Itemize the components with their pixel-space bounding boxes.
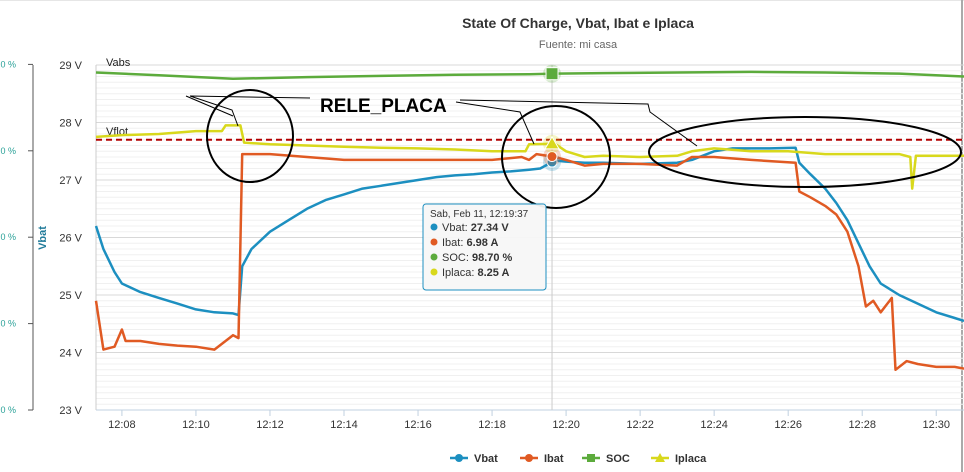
annotation-label: RELE_PLACA: [320, 96, 447, 117]
soc-tick-label: 0 %: [0, 59, 16, 69]
soc-tick-label: 0 %: [0, 405, 16, 415]
series-line-vbat: [94, 146, 964, 323]
chart-subtitle: Fuente: mi casa: [539, 39, 618, 51]
y-tick-label: 26 V: [59, 233, 82, 245]
legend-label-ibat: Ibat: [544, 453, 564, 465]
tooltip-row-soc: SOC: 98.70 %: [442, 252, 513, 264]
x-tick-label: 12:14: [330, 419, 358, 431]
legend[interactable]: Vbat Ibat SOC Iplaca: [450, 453, 707, 465]
x-tick-label: 12:12: [256, 419, 284, 431]
y-tick-label: 29 V: [59, 60, 82, 72]
annotation-arrow-1: [189, 95, 311, 127]
x-axis: 12:08 12:10 12:12 12:14 12:16 12:18 12:20 12:22…: [108, 410, 950, 431]
legend-symbol-ibat: [525, 454, 533, 462]
tooltip-dot-iplaca: [430, 268, 438, 276]
x-tick-label: 12:24: [700, 419, 728, 431]
y-tick-label: 24 V: [59, 348, 82, 360]
hover-marker-ibat: [546, 151, 558, 163]
chart-title: State Of Charge, Vbat, Ibat e Iplaca: [462, 15, 694, 31]
x-tick-label: 12:16: [404, 419, 432, 431]
y-tick-label: 28 V: [59, 118, 82, 130]
annotation-arrow-3: [459, 99, 698, 147]
hover-markers: [543, 64, 562, 172]
legend-symbol-soc: [587, 454, 595, 462]
tooltip-dot-vbat: [430, 223, 438, 231]
y-tick-label: 23 V: [59, 405, 82, 417]
tooltip-rows: Vbat: 27.34 V Ibat: 6.98 A SOC: 98.70 % Ipl…: [430, 222, 513, 279]
tooltip-row-iplaca: Iplaca: 8.25 A: [442, 267, 510, 279]
y-tick-label: 27 V: [59, 175, 82, 187]
tooltip-box: [422, 203, 547, 291]
tooltip-dot-ibat: [430, 238, 438, 246]
plot-line-label-vabs: Vabs: [106, 57, 131, 69]
legend-item-iplaca[interactable]: Iplaca: [651, 453, 707, 465]
legend-label-vbat: Vbat: [474, 453, 498, 465]
annotation-circle-2: [501, 105, 611, 209]
y-tick-label: 25 V: [59, 290, 82, 302]
annotation-arrow-2: [455, 101, 535, 145]
x-tick-label: 12:20: [552, 419, 580, 431]
annotation-circle-1: [206, 89, 294, 183]
soc-tick-label: 0 %: [0, 146, 16, 156]
x-tick-label: 12:08: [108, 419, 136, 431]
x-tick-label: 12:26: [774, 419, 802, 431]
tooltip-row-vbat: Vbat: 27.34 V: [442, 222, 509, 234]
x-tick-label: 12:18: [478, 419, 506, 431]
annotation-ellipse-3: [648, 116, 962, 188]
soc-tick-label: 0 %: [0, 232, 16, 242]
soc-tick-label: 0 %: [0, 319, 16, 329]
legend-item-soc[interactable]: SOC: [582, 453, 630, 465]
y-axis-title: Vbat: [37, 226, 49, 250]
legend-symbol-vbat: [455, 454, 463, 462]
legend-label-iplaca: Iplaca: [675, 453, 707, 465]
x-tick-label: 12:10: [182, 419, 210, 431]
annotation-arrow-1b: [185, 95, 234, 117]
x-tick-label: 12:22: [626, 419, 654, 431]
legend-item-ibat[interactable]: Ibat: [520, 453, 564, 465]
series-line-soc: [95, 70, 964, 81]
legend-symbol-iplaca: [655, 453, 665, 462]
hover-marker-soc: [545, 67, 559, 81]
x-tick-label: 12:28: [848, 419, 876, 431]
series-line-ibat: [94, 152, 964, 372]
hover-marker-iplaca: [544, 135, 560, 150]
tooltip: Sab, Feb 11, 12:19:37 Vbat: 27.34 V Ibat:…: [422, 203, 547, 291]
y-axis: 23 V 24 V 25 V 26 V 27 V 28 V 29 V: [59, 60, 82, 417]
legend-item-vbat[interactable]: Vbat: [450, 453, 498, 465]
soc-axis: 0 %0 %0 %0 %0 %0 %: [0, 59, 33, 415]
x-tick-label: 12:30: [922, 419, 950, 431]
tooltip-row-ibat: Ibat: 6.98 A: [442, 237, 499, 249]
annotation-layer: [185, 89, 962, 209]
tooltip-header: Sab, Feb 11, 12:19:37: [430, 209, 529, 220]
tooltip-dot-soc: [430, 253, 438, 261]
legend-label-soc: SOC: [606, 453, 630, 465]
